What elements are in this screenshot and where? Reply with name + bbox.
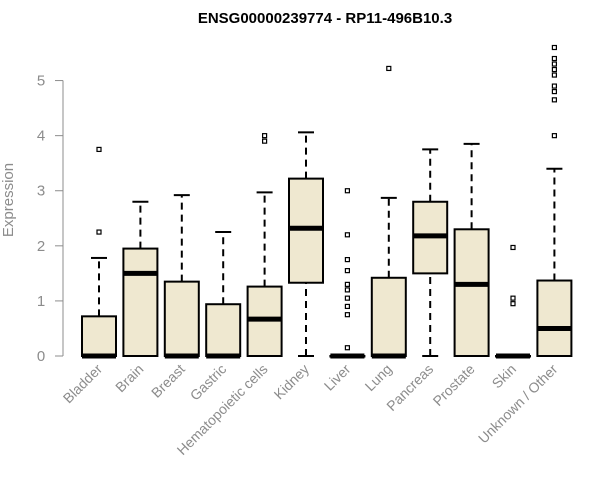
box-prostate <box>453 142 490 357</box>
x-tick-label: Bladder <box>60 361 106 407</box>
outlier-point <box>510 295 516 301</box>
box-brain <box>122 200 159 357</box>
iqr-box <box>453 228 490 357</box>
y-axis-label: Expression <box>0 163 17 237</box>
x-tick-label: Prostate <box>430 361 478 409</box>
y-tick-label: 4 <box>37 128 45 145</box>
outlier-point <box>344 256 350 263</box>
box-skin <box>495 244 531 359</box>
y-tick-label: 2 <box>37 238 45 255</box>
outlier-point <box>510 244 516 251</box>
y-tick-label: 1 <box>37 293 45 310</box>
outlier-point <box>262 138 268 144</box>
outlier-point <box>386 65 392 72</box>
x-tick-label: Brain <box>112 361 146 395</box>
outlier-point <box>344 303 350 310</box>
outlier-point <box>551 88 558 95</box>
outlier-point <box>344 295 350 301</box>
outlier-point <box>551 55 558 62</box>
outlier-point <box>344 268 350 274</box>
outlier-point <box>551 61 558 67</box>
plot-area <box>81 44 573 359</box>
x-tick-label: Skin <box>489 361 520 392</box>
iqr-box <box>122 247 159 357</box>
outlier-point <box>551 133 558 139</box>
outlier-point <box>262 133 268 139</box>
outlier-point <box>344 287 350 293</box>
box-bladder <box>81 146 117 359</box>
y-tick-label: 0 <box>37 348 45 365</box>
box-lung <box>370 65 407 359</box>
box-breast <box>163 194 200 359</box>
outlier-point <box>551 97 558 103</box>
box-unknown-other <box>536 44 573 357</box>
box-liver <box>329 188 366 359</box>
iqr-box <box>205 303 242 357</box>
y-tick-label: 5 <box>37 73 45 90</box>
x-tick-label: Liver <box>321 361 354 394</box>
outlier-point <box>551 66 558 73</box>
box-hematopoietic-cells <box>246 133 283 358</box>
iqr-box <box>536 279 573 357</box>
x-tick-label: Unknown / Other <box>475 361 561 447</box>
outlier-point <box>96 229 102 235</box>
outlier-point <box>551 72 558 78</box>
iqr-box <box>370 276 407 358</box>
iqr-box <box>81 315 117 358</box>
box-kidney <box>288 131 324 357</box>
outlier-point <box>344 281 350 287</box>
outlier-point <box>551 44 558 51</box>
chart-title: ENSG00000239774 - RP11-496B10.3 <box>198 10 452 27</box>
iqr-box <box>163 280 200 358</box>
outlier-point <box>96 146 102 153</box>
x-tick-label: Kidney <box>271 361 313 403</box>
x-tick-label: Lung <box>362 361 395 394</box>
y-tick-label: 3 <box>37 183 45 200</box>
outlier-point <box>344 312 350 318</box>
outlier-point <box>344 345 350 351</box>
x-tick-label: Breast <box>148 361 188 401</box>
outlier-point <box>344 232 350 238</box>
outlier-point <box>551 83 558 89</box>
outlier-point <box>510 301 516 307</box>
box-gastric <box>205 231 242 359</box>
y-axis: 0 1 2 3 4 5 <box>37 73 64 365</box>
box-pancreas <box>412 148 449 357</box>
outlier-point <box>344 188 350 194</box>
